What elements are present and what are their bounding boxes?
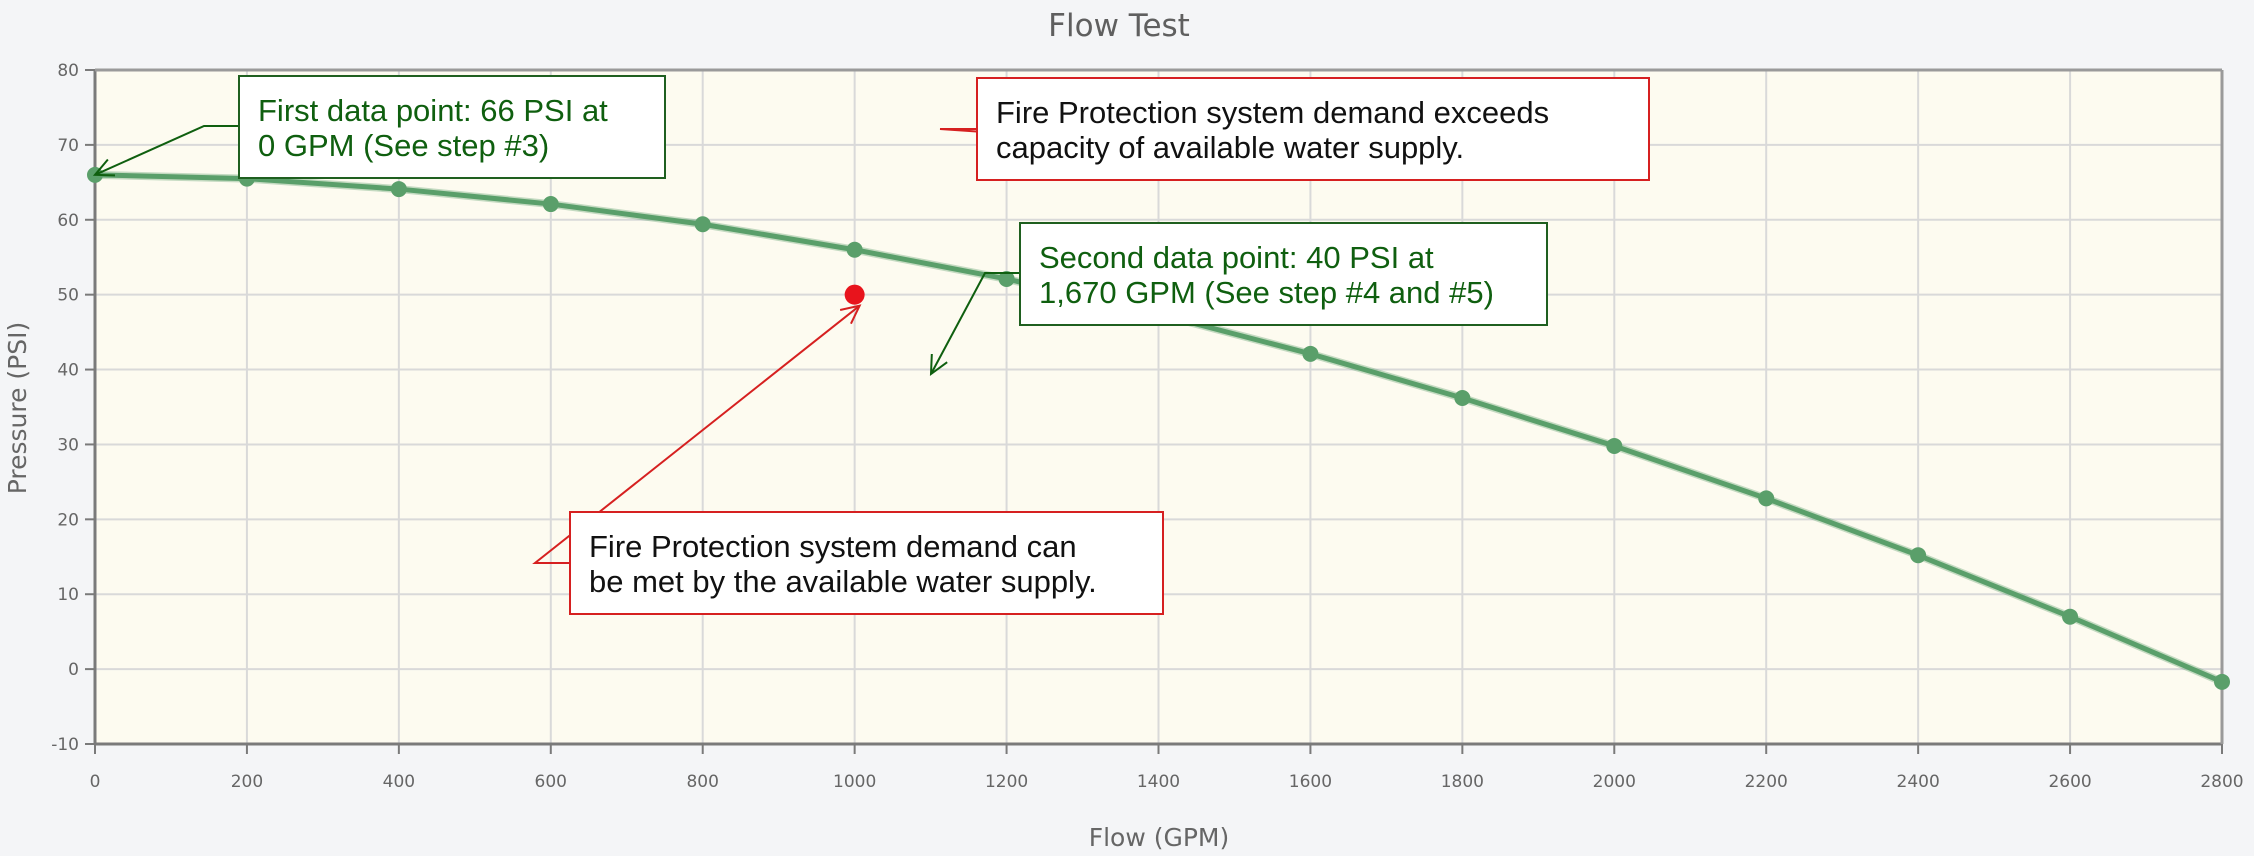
x-tick-label: 0 xyxy=(90,772,101,792)
tick-labels: 0 200 400 600 800 1000 1200 1400 1600 1800 2000 220… xyxy=(51,61,2243,792)
demand-met-callout: Fire Protection system demand can be met… xyxy=(569,511,1164,615)
x-tick-label: 1400 xyxy=(1137,772,1180,792)
data-point xyxy=(846,241,863,258)
callout-line: be met by the available water supply. xyxy=(589,564,1097,600)
callout-line: Fire Protection system demand can xyxy=(589,529,1077,564)
data-point xyxy=(390,181,407,198)
x-tick-label: 2200 xyxy=(1745,772,1788,792)
callout-line: 1,670 GPM (See step #4 and #5) xyxy=(1039,275,1494,311)
y-tick-label: 10 xyxy=(57,585,79,605)
data-point xyxy=(1606,437,1623,454)
y-tick-label: 60 xyxy=(57,211,79,231)
first-point-leader xyxy=(94,125,238,176)
x-tick-label: 2000 xyxy=(1593,772,1636,792)
data-point xyxy=(694,216,711,233)
y-tick-label: 70 xyxy=(57,136,79,156)
y-tick-label: 30 xyxy=(57,435,79,455)
second-data-point-callout: Second data point: 40 PSI at 1,670 GPM (… xyxy=(1019,222,1548,326)
x-tick-label: 200 xyxy=(231,772,263,792)
data-point xyxy=(1302,345,1319,362)
x-tick-label: 400 xyxy=(383,772,415,792)
callout-line: Second data point: 40 PSI at xyxy=(1039,240,1434,275)
callout-line: 0 GPM (See step #3) xyxy=(258,128,550,164)
demand-met-leader-arrowhead xyxy=(839,304,862,325)
y-axis-title: Pressure (PSI) xyxy=(3,322,32,495)
second-point-leader-arrowhead xyxy=(929,353,948,377)
first-data-point-callout: First data point: 66 PSI at 0 GPM (See s… xyxy=(238,75,666,179)
first-point-leader-arrowhead xyxy=(92,158,116,177)
y-tick-label: 0 xyxy=(68,660,79,680)
data-point xyxy=(542,196,559,213)
x-axis-title: Flow (GPM) xyxy=(1089,823,1230,852)
x-tick-label: 600 xyxy=(535,772,567,792)
callout-line: capacity of available water supply. xyxy=(996,130,1465,166)
y-tick-label: 80 xyxy=(57,61,79,81)
x-tick-label: 1200 xyxy=(985,772,1028,792)
y-tick-label: -10 xyxy=(51,735,79,755)
x-tick-label: 1600 xyxy=(1289,772,1332,792)
x-tick-label: 1000 xyxy=(833,772,876,792)
data-point xyxy=(2214,673,2230,690)
x-tick-label: 2400 xyxy=(1897,772,1940,792)
demand-exceeds-callout: Fire Protection system demand exceeds ca… xyxy=(976,77,1650,181)
data-point xyxy=(1910,547,1927,564)
demand-met-leader xyxy=(532,304,861,564)
y-tick-label: 40 xyxy=(57,361,79,381)
callout-line: Fire Protection system demand exceeds xyxy=(996,95,1550,130)
chart-title: Flow Test xyxy=(1048,8,1190,44)
second-point-leader xyxy=(930,272,1019,375)
data-point xyxy=(1454,390,1471,407)
data-point xyxy=(2062,608,2079,625)
x-tick-label: 800 xyxy=(686,772,718,792)
x-tick-label: 1800 xyxy=(1441,772,1484,792)
data-point xyxy=(998,270,1015,287)
y-tick-label: 50 xyxy=(57,286,79,306)
x-tick-label: 2800 xyxy=(2200,772,2243,792)
x-tick-label: 2600 xyxy=(2048,772,2091,792)
callout-line: First data point: 66 PSI at xyxy=(258,93,608,128)
y-tick-label: 20 xyxy=(57,510,79,530)
demand-point xyxy=(844,284,865,305)
data-point xyxy=(1758,490,1775,507)
